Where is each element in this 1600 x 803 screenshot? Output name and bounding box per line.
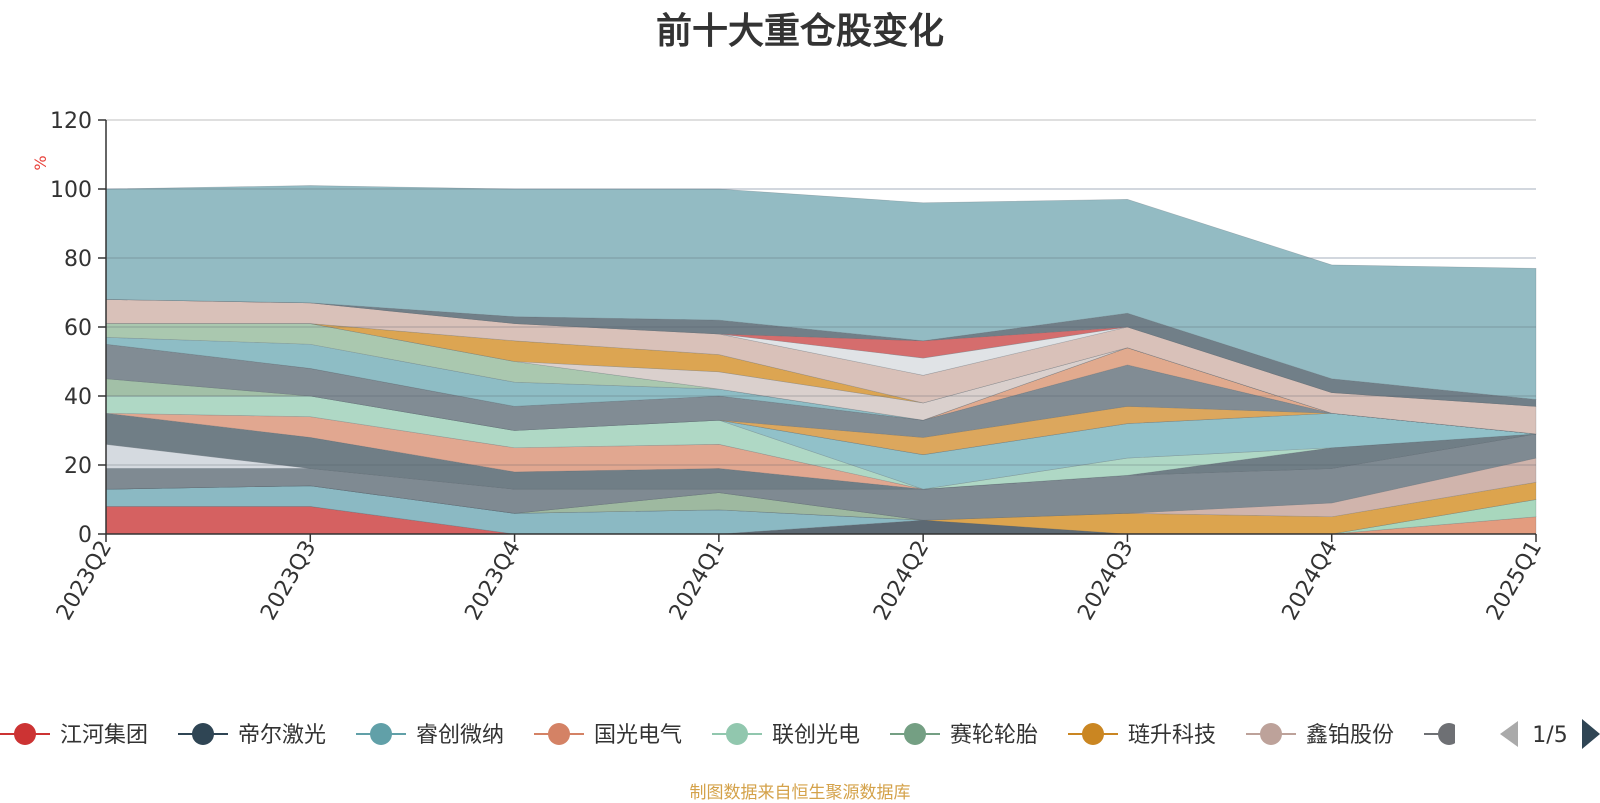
x-tick-label-2024Q3: 2024Q3 [1073, 537, 1138, 625]
legend-circle-icon [370, 723, 392, 745]
legend-label: 联创光电 [772, 723, 860, 748]
x-tick-label-2024Q1: 2024Q1 [665, 537, 730, 625]
legend-circle-icon [14, 723, 36, 745]
x-tick-label-2023Q2: 2023Q2 [52, 537, 117, 625]
y-tick-label-20: 20 [64, 454, 92, 479]
legend-page-indicator: 1/5 [1532, 723, 1567, 748]
legend-next-page-icon[interactable] [1582, 719, 1600, 749]
legend-label: 睿创微纳 [416, 723, 504, 748]
legend-circle-icon [1260, 723, 1282, 745]
area-series-26 [105, 299, 1537, 407]
legend-circle-icon [192, 723, 214, 745]
x-tick-label-2024Q2: 2024Q2 [869, 537, 934, 625]
legend-item-4[interactable]: 国光电气 [534, 723, 682, 748]
area-series-20 [105, 323, 1537, 435]
legend: 江河集团帝尔激光睿创微纳国光电气联创光电赛轮轮胎琏升科技鑫铂股份飞1/5 [0, 712, 1600, 758]
footer-source-note: 制图数据来自恒生聚源数据库 [689, 783, 911, 803]
x-tick-label-2025Q1: 2025Q1 [1482, 537, 1547, 625]
area-series-23 [105, 299, 1537, 435]
area-series-27 [105, 185, 1537, 400]
legend-item-7[interactable]: 琏升科技 [1068, 723, 1216, 748]
legend-item-8[interactable]: 鑫铂股份 [1246, 723, 1394, 748]
x-tick-label-2023Q4: 2023Q4 [460, 537, 525, 625]
legend-clip [1455, 712, 1600, 758]
area-series-4 [105, 485, 1537, 535]
y-tick-label-0: 0 [78, 523, 92, 548]
legend-prev-page-icon[interactable] [1500, 721, 1518, 747]
legend-label: 帝尔激光 [238, 723, 326, 748]
x-tick-label-2024Q4: 2024Q4 [1278, 537, 1343, 625]
area-series-15 [105, 378, 1537, 455]
legend-label: 鑫铂股份 [1306, 723, 1394, 748]
y-tick-label-100: 100 [50, 178, 92, 203]
legend-item-6[interactable]: 赛轮轮胎 [890, 723, 1038, 748]
y-tick-label-120: 120 [50, 109, 92, 134]
legend-circle-icon [904, 723, 926, 745]
legend-circle-icon [548, 723, 570, 745]
y-tick-label-40: 40 [64, 385, 92, 410]
legend-circle-icon [1438, 723, 1460, 745]
legend-item-1[interactable]: 江河集团 [0, 723, 148, 748]
legend-item-2[interactable]: 帝尔激光 [178, 723, 326, 748]
legend-item-5[interactable]: 联创光电 [712, 723, 860, 748]
legend-item-3[interactable]: 睿创微纳 [356, 723, 504, 748]
y-axis-unit: % [31, 155, 50, 170]
legend-label: 琏升科技 [1128, 723, 1216, 748]
legend-label: 国光电气 [594, 723, 682, 748]
y-tick-label-80: 80 [64, 247, 92, 272]
area-layer [105, 185, 1537, 535]
y-tick-label-60: 60 [64, 316, 92, 341]
chart-title: 前十大重仓股变化 [655, 11, 944, 52]
legend-label: 赛轮轮胎 [950, 723, 1038, 748]
legend-circle-icon [726, 723, 748, 745]
legend-circle-icon [1082, 723, 1104, 745]
legend-label: 江河集团 [60, 723, 148, 748]
area-series-5 [105, 485, 1537, 535]
x-tick-label-2023Q3: 2023Q3 [256, 537, 321, 625]
